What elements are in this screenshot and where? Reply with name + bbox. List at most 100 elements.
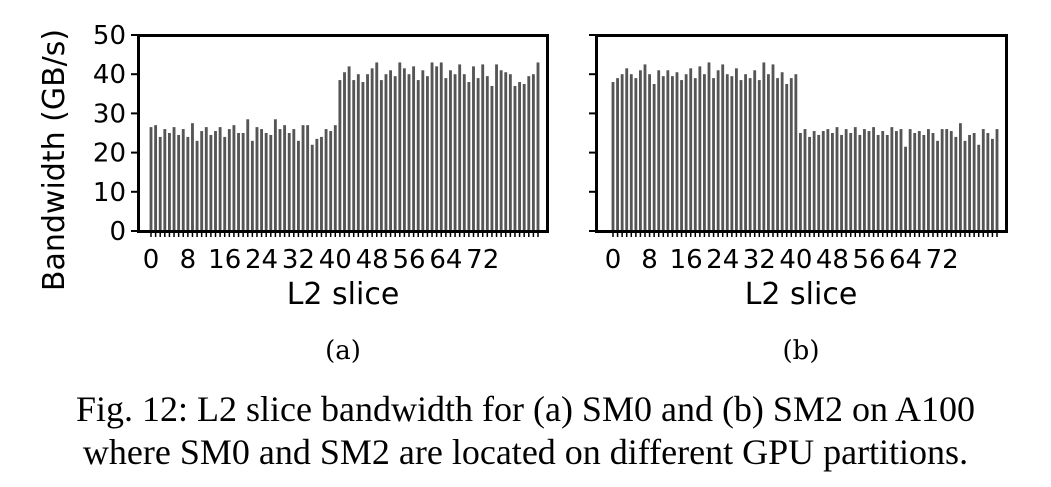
- bar-b-54: [858, 134, 862, 231]
- bar-a-0: [149, 127, 153, 231]
- bar-b-42: [803, 129, 807, 231]
- bar-b-47: [826, 129, 830, 231]
- bar-a-24: [260, 129, 263, 231]
- bar-a-80: [518, 82, 521, 231]
- bar-b-41: [799, 133, 802, 231]
- bar-a-33: [301, 125, 305, 231]
- bar-b-5: [634, 78, 638, 232]
- bar-a-55: [402, 68, 406, 231]
- bar-b-83: [991, 138, 994, 231]
- bar-a-60: [426, 76, 429, 231]
- bar-a-53: [393, 76, 397, 231]
- x-axis-label-a: L2 slice: [287, 277, 400, 312]
- subfigure-label-b: (b): [783, 336, 820, 366]
- bar-a-54: [398, 62, 402, 231]
- bar-b-25: [725, 74, 729, 231]
- bar-b-1: [616, 78, 619, 232]
- bar-a-58: [416, 80, 420, 231]
- x-tick-label-a-8: 64: [429, 245, 462, 275]
- bar-a-5: [172, 127, 176, 231]
- x-tick-label-b-8: 64: [889, 245, 922, 275]
- bar-a-14: [214, 131, 217, 231]
- bar-b-8: [648, 74, 651, 231]
- bar-a-73: [485, 76, 489, 231]
- bar-a-84: [536, 62, 540, 231]
- bar-b-53: [853, 127, 857, 231]
- bar-a-32: [297, 140, 300, 231]
- bar-a-41: [338, 80, 342, 231]
- bar-b-64: [904, 146, 907, 231]
- bar-a-15: [218, 127, 222, 231]
- bar-b-70: [931, 133, 935, 231]
- bar-b-71: [936, 140, 939, 231]
- bar-b-3: [625, 68, 629, 231]
- bar-a-62: [435, 66, 439, 231]
- bars-a: [149, 62, 540, 232]
- bar-a-65: [449, 70, 452, 231]
- bar-b-44: [812, 131, 816, 231]
- bar-a-56: [407, 74, 411, 231]
- bar-a-4: [168, 133, 171, 231]
- bar-a-12: [204, 127, 208, 231]
- bar-b-73: [945, 129, 949, 231]
- bar-a-17: [227, 129, 231, 231]
- bar-b-65: [908, 129, 912, 231]
- x-tick-label-b-7: 56: [852, 245, 885, 275]
- bar-a-6: [177, 134, 181, 231]
- bar-b-21: [707, 62, 711, 231]
- subfigure-label-a: (a): [325, 336, 361, 366]
- bar-b-72: [940, 129, 944, 231]
- bar-b-34: [767, 74, 770, 231]
- bar-a-76: [499, 70, 503, 231]
- bar-a-81: [522, 84, 526, 231]
- bar-b-67: [917, 131, 921, 231]
- bar-a-47: [366, 74, 369, 231]
- bar-b-81: [981, 129, 985, 231]
- bar-a-71: [476, 78, 480, 232]
- y-tick-label-a-1: 10: [93, 178, 126, 208]
- x-tick-label-b-5: 40: [779, 245, 812, 275]
- bar-b-32: [757, 80, 761, 231]
- bar-b-23: [716, 70, 720, 231]
- bar-b-52: [849, 133, 853, 231]
- bar-a-79: [513, 85, 517, 232]
- bar-a-69: [467, 82, 471, 231]
- bars-b: [611, 62, 999, 232]
- chart-panel-b: 0 8 16 24 32 40 48 56 64 72 L2 slice (b): [589, 34, 1008, 366]
- bar-a-63: [439, 62, 443, 231]
- figure-caption-line-1: Fig. 12: L2 slice bandwidth for (a) SM0 …: [76, 389, 975, 429]
- bar-b-33: [762, 62, 766, 231]
- bar-a-34: [306, 125, 310, 231]
- bar-b-27: [735, 68, 738, 231]
- bar-b-59: [881, 131, 885, 231]
- bar-a-35: [310, 144, 314, 231]
- bar-a-7: [181, 129, 185, 231]
- bar-b-40: [794, 74, 798, 231]
- bar-b-7: [643, 64, 647, 232]
- x-tick-label-a-5: 40: [319, 245, 352, 275]
- bar-a-20: [241, 133, 245, 231]
- bar-a-82: [527, 76, 531, 231]
- x-tick-label-a-9: 72: [466, 245, 499, 275]
- bar-b-84: [995, 129, 999, 231]
- x-tick-label-b-9: 72: [926, 245, 959, 275]
- bar-b-31: [753, 70, 757, 231]
- y-tick-label-a-5: 50: [93, 21, 126, 51]
- bar-b-22: [712, 78, 715, 232]
- bar-a-10: [195, 140, 199, 231]
- bar-a-22: [250, 140, 254, 231]
- bar-a-18: [232, 125, 236, 231]
- bar-b-63: [899, 129, 903, 231]
- bar-a-46: [361, 82, 365, 231]
- bar-a-1: [154, 125, 158, 231]
- x-tick-label-b-3: 24: [706, 245, 739, 275]
- bar-b-12: [666, 70, 670, 231]
- bar-b-51: [844, 129, 848, 231]
- bar-a-23: [255, 127, 259, 231]
- x-tick-label-a-1: 8: [180, 245, 197, 275]
- axes-frame-b: [595, 34, 1008, 233]
- bar-a-39: [329, 131, 333, 231]
- bar-a-3: [163, 129, 167, 231]
- x-tick-label-a-0: 0: [143, 245, 160, 275]
- bar-a-8: [186, 136, 190, 231]
